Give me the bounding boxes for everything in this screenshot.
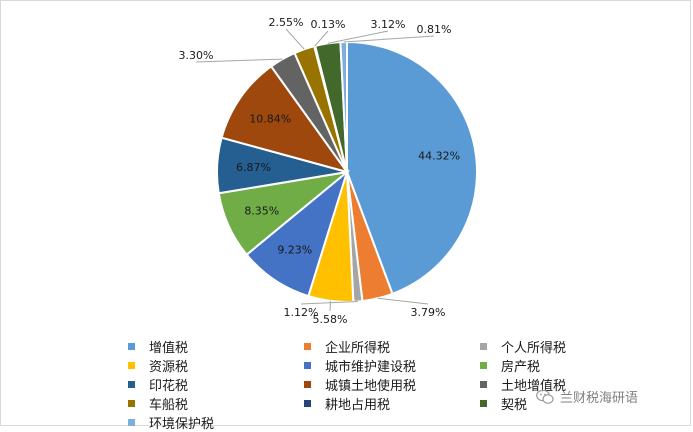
legend-label: 环境保护税 [149, 416, 215, 432]
legend-label: 车船税 [149, 397, 189, 413]
leader-line [195, 58, 283, 63]
slice-data-label: 6.87% [236, 161, 271, 174]
legend-label: 城市维护建设税 [325, 359, 417, 375]
leader-line [327, 30, 389, 44]
slice-data-label: 1.12% [284, 306, 319, 319]
slice-data-label: 9.23% [277, 244, 312, 257]
legend-item: 契税 [480, 394, 600, 413]
legend-swatch [128, 361, 135, 369]
legend-swatch [128, 342, 135, 350]
legend-swatch [480, 399, 487, 407]
leader-line [285, 28, 305, 50]
legend-item: 环境保护税 [128, 413, 304, 432]
legend-item: 房产税 [480, 356, 600, 375]
legend-swatch [304, 399, 311, 407]
legend-item: 城市维护建设税 [304, 356, 480, 375]
leader-line [329, 300, 332, 312]
slice-data-label: 44.32% [418, 149, 460, 162]
legend-label: 企业所得税 [325, 340, 391, 356]
legend-swatch [128, 380, 135, 388]
pie-slice [220, 64, 350, 174]
legend-label: 房产税 [501, 359, 541, 375]
slice-data-label: 8.35% [244, 205, 279, 218]
leader-line [300, 301, 358, 305]
legend-item: 耕地占用税 [304, 394, 480, 413]
leader-line [314, 30, 329, 47]
slice-data-label: 3.30% [179, 49, 214, 62]
legend-item: 印花税 [128, 375, 304, 394]
legend-label: 资源税 [149, 359, 189, 375]
legend-item: 增值税 [128, 337, 304, 356]
legend-label: 增值税 [149, 340, 189, 356]
legend-swatch [480, 342, 487, 350]
slice-data-label: 3.79% [411, 306, 446, 319]
leader-line [343, 35, 435, 43]
pie-slice [346, 40, 479, 296]
legend-swatch [304, 380, 311, 388]
legend-item: 土地增值税 [480, 375, 600, 394]
legend-swatch [128, 399, 135, 407]
slice-data-label: 0.81% [417, 23, 452, 36]
legend-label: 耕地占用税 [325, 397, 391, 413]
watermark: 兰财税海研语 [536, 387, 638, 406]
legend-item: 个人所得税 [480, 337, 600, 356]
legend-item: 资源税 [128, 356, 304, 375]
legend-swatch [304, 342, 311, 350]
legend-label: 个人所得税 [501, 340, 567, 356]
slice-data-label: 10.84% [249, 113, 291, 126]
leader-line [377, 297, 429, 305]
legend-label: 契税 [501, 397, 528, 413]
legend-item: 城镇土地使用税 [304, 375, 480, 394]
watermark-text: 兰财税海研语 [560, 391, 639, 406]
legend-label: 土地增值税 [501, 378, 567, 394]
slice-data-label: 5.58% [313, 313, 348, 326]
legend-swatch [128, 418, 135, 426]
legend-swatch [480, 380, 487, 388]
legend-label: 城镇土地使用税 [325, 378, 417, 394]
slice-data-label: 2.55% [269, 16, 304, 29]
legend-item: 企业所得税 [304, 337, 480, 356]
legend-item: 车船税 [128, 394, 304, 413]
slice-data-label: 3.12% [371, 18, 406, 31]
legend-swatch [480, 361, 487, 369]
wechat-icon [536, 389, 554, 404]
legend-label: 印花税 [149, 378, 189, 394]
legend-swatch [304, 361, 311, 369]
slice-data-label: 0.13% [311, 18, 346, 31]
chart-legend: 增值税 企业所得税 个人所得税资源税 城市维护建设税 房产税印花税 城镇土地使用税 土地增值… [128, 337, 600, 432]
